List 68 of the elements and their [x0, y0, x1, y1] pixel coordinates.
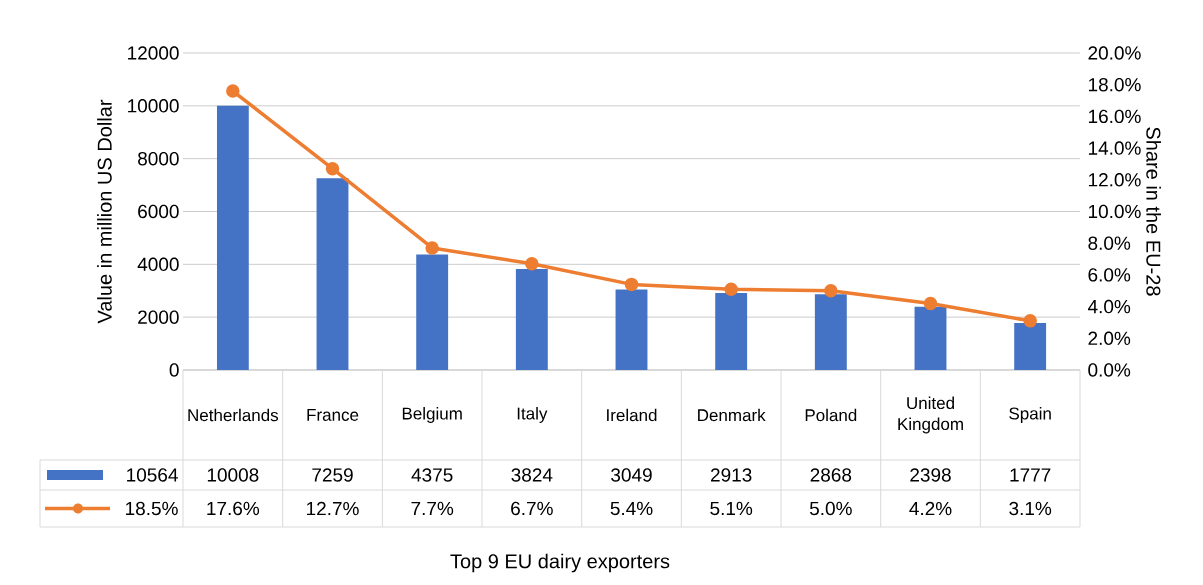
y2-tick-label: 0.0% [1088, 363, 1131, 377]
legend-label: 18.5% [126, 501, 178, 516]
data-label: 1777 [1010, 468, 1051, 482]
data-label: 3824 [511, 468, 553, 482]
bar [615, 289, 648, 370]
point [624, 277, 639, 292]
bar [914, 306, 947, 370]
data-label: 4.2% [909, 501, 952, 516]
data-label: 3.1% [1009, 501, 1052, 516]
bar [216, 105, 249, 370]
y-tick-label: 4000 [137, 257, 179, 272]
data-label: 7259 [312, 468, 353, 482]
x-tick-label: Belgium [402, 407, 462, 423]
data-label: 6.7% [511, 501, 553, 516]
point [824, 283, 838, 298]
y2-tick-label: 8.0% [1088, 236, 1131, 250]
y2-tick-label: 18.0% [1088, 77, 1141, 92]
y-tick-label: 2000 [138, 310, 179, 324]
data-label: 7.7% [411, 501, 454, 516]
x-tick-label: United Kingdom [898, 396, 963, 434]
point [1023, 314, 1037, 328]
y-tick-label: 12000 [128, 46, 179, 60]
y2-tick-label: 16.0% [1088, 109, 1141, 124]
data-label: 2398 [910, 468, 951, 482]
point [425, 241, 439, 255]
y-tick-label: 0 [169, 363, 179, 377]
bar [814, 294, 847, 370]
data-label: 4375 [411, 468, 453, 482]
bar [1014, 323, 1047, 370]
y-tick-label: 6000 [138, 204, 179, 219]
y2-axis-title: Share in the EU-28 [1146, 127, 1161, 296]
point [325, 161, 340, 176]
bar [416, 254, 449, 370]
point [724, 282, 738, 296]
text: Top 9 EU dairy exporters [450, 553, 670, 573]
bar [715, 293, 748, 370]
y2-tick-label: 6.0% [1088, 268, 1131, 282]
y2-tick-label: 20.0% [1088, 46, 1141, 60]
data-label: 10008 [207, 468, 259, 482]
y2-tick-label: 2.0% [1088, 331, 1131, 346]
data-label: 5.1% [710, 501, 753, 516]
bar [515, 268, 548, 370]
data-label: 5.4% [610, 501, 653, 516]
legend-label: 10564 [127, 468, 178, 482]
bar [316, 178, 349, 370]
y-tick-label: 8000 [138, 151, 179, 166]
x-tick-label: Italy [517, 407, 548, 423]
data-label: 17.6% [207, 501, 260, 516]
data-label: 3049 [611, 468, 652, 482]
x-tick-label: Ireland [607, 408, 657, 422]
data-label: 2913 [711, 468, 752, 482]
data-label: 12.7% [307, 501, 359, 516]
y-tick-label: 10000 [128, 99, 179, 113]
point [525, 257, 539, 271]
data-label: 2868 [810, 468, 852, 482]
x-tick-label: France [307, 409, 359, 421]
y2-tick-label: 4.0% [1087, 299, 1131, 314]
y2-tick-label: 10.0% [1088, 204, 1141, 219]
x-tick-label: Denmark [698, 408, 766, 422]
y2-tick-label: 14.0% [1088, 141, 1141, 155]
y-axis-title: Value in million US Dollar [97, 99, 112, 324]
x-tick-label: Netherlands [188, 408, 279, 422]
point [226, 84, 240, 98]
point [923, 296, 938, 311]
data-label: 5.0% [809, 501, 852, 516]
x-tick-label: Spain [1009, 407, 1051, 423]
y2-tick-label: 12.0% [1088, 173, 1141, 187]
x-tick-label: Poland [805, 408, 857, 422]
